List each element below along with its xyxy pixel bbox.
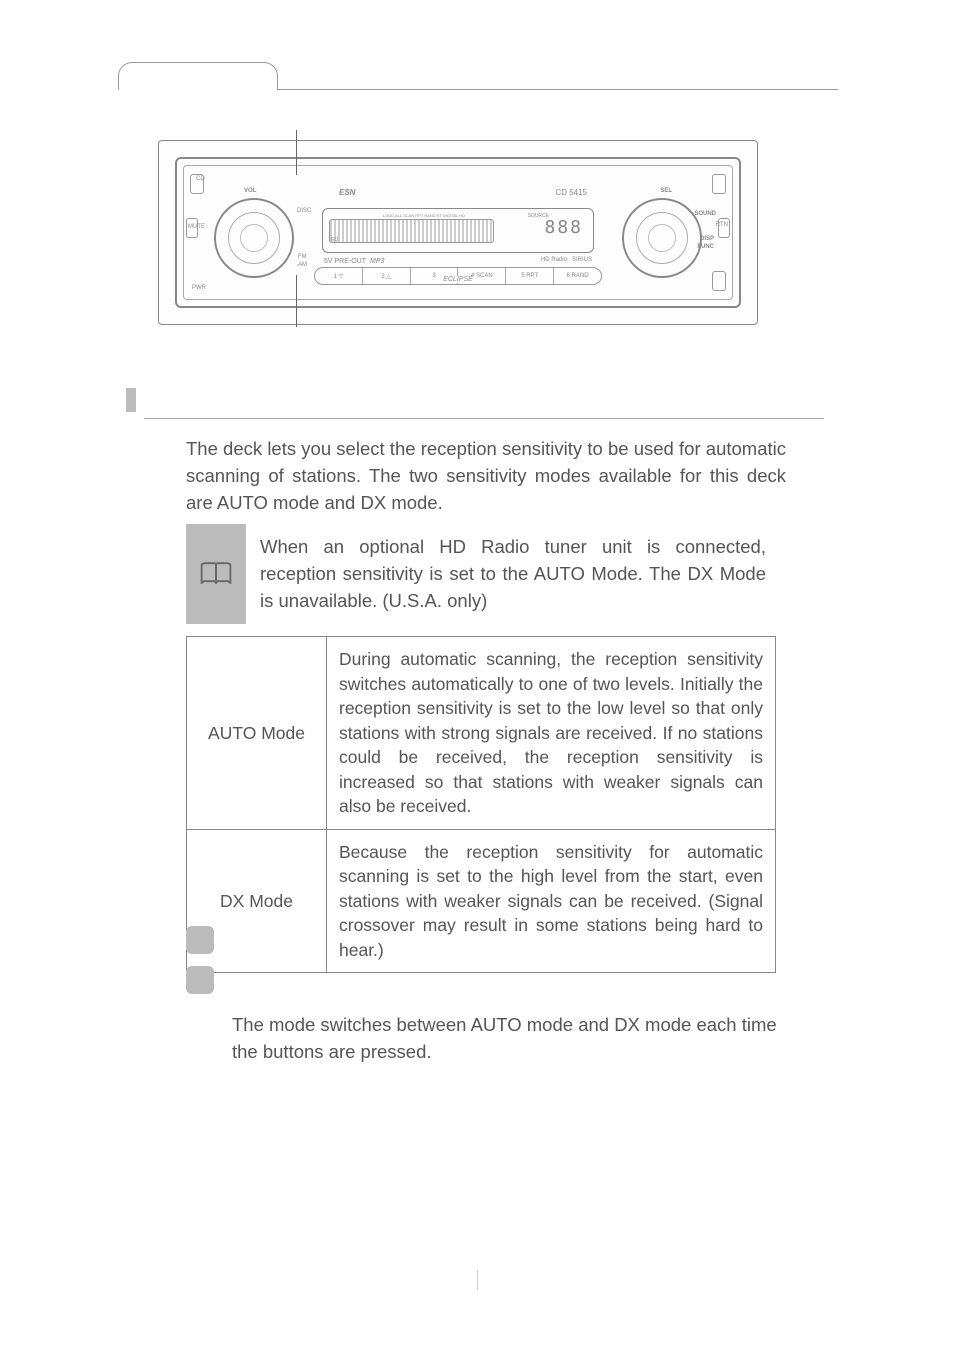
display-indicators: LOUD ALL SCAN RPT RAND ST DIGITAL HD: [383, 213, 465, 218]
page-header: [118, 62, 838, 90]
vol-label: VOL: [244, 188, 256, 194]
mode-desc-dx: Because the reception sensitivity for au…: [327, 829, 776, 973]
sound-label: SOUND: [694, 211, 716, 217]
pwr-label: PWR: [192, 285, 206, 291]
hd-label: HD Radio: [541, 257, 567, 263]
sirius-label: SIRIUS: [572, 257, 592, 263]
preset-2: 2 △: [363, 268, 411, 284]
faceplate-outer: VOL SEL SOUND DISP FUNC CD MUTE PWR DISC…: [175, 157, 741, 308]
esn-label: ESN: [339, 188, 355, 197]
header-rule: [278, 89, 838, 90]
book-icon: [198, 560, 234, 588]
step-1-marker: [186, 926, 214, 954]
step-result-text: The mode switches between AUTO mode and …: [232, 1012, 792, 1066]
disc-label: DISC: [297, 208, 311, 214]
section-heading-bar: [126, 388, 136, 412]
mode-name-auto: AUTO Mode: [187, 637, 327, 830]
table-row: AUTO Mode During automatic scanning, the…: [187, 637, 776, 830]
select-knob: [622, 198, 702, 278]
display-segments: [329, 219, 494, 243]
mode-desc-auto: During automatic scanning, the reception…: [327, 637, 776, 830]
am-label: AM: [298, 262, 307, 268]
disp-label: DISP: [700, 236, 714, 242]
mute-btn: [186, 218, 198, 238]
eq-label: EQ: [331, 237, 338, 243]
intro-paragraph: The deck lets you select the reception s…: [186, 436, 786, 516]
down-btn: [712, 271, 726, 291]
sel-label: SEL: [660, 188, 672, 194]
display-digits: 888: [544, 217, 583, 238]
mode-table: AUTO Mode During automatic scanning, the…: [186, 636, 776, 973]
preset-5: 5 RPT: [506, 268, 554, 284]
note-icon-column: [186, 524, 246, 624]
rtn-btn: [718, 218, 730, 238]
volume-knob: [214, 198, 294, 278]
table-row: DX Mode Because the reception sensitivit…: [187, 829, 776, 973]
callout-line-bottom: [296, 275, 297, 327]
device-illustration: VOL SEL SOUND DISP FUNC CD MUTE PWR DISC…: [158, 140, 758, 325]
step-2-marker: [186, 966, 214, 994]
up-btn: [712, 174, 726, 194]
footer-divider: [477, 1270, 478, 1290]
model-label: CD 5415: [555, 188, 587, 197]
eject-btn: [190, 174, 204, 194]
preout-label: 5V PRE-OUT: [324, 258, 366, 265]
note-box: When an optional HD Radio tuner unit is …: [186, 524, 766, 624]
faceplate-inner: VOL SEL SOUND DISP FUNC CD MUTE PWR DISC…: [183, 165, 733, 300]
preset-1: 1 ▽: [315, 268, 363, 284]
eclipse-brand: ECLIPSE: [439, 276, 477, 283]
header-tab: [118, 62, 278, 90]
fm-label: FM: [298, 254, 307, 260]
note-text: When an optional HD Radio tuner unit is …: [246, 524, 766, 624]
func-label: FUNC: [697, 244, 714, 250]
preset-6: 6 RAND: [554, 268, 601, 284]
callout-line-top: [296, 130, 297, 175]
source-label: SOURCE: [528, 213, 549, 219]
mp3-label: MP3: [370, 258, 384, 265]
display-window: LOUD ALL SCAN RPT RAND ST DIGITAL HD 888…: [322, 208, 594, 253]
hd-radio-label: HD Radio SIRIUS: [541, 257, 592, 263]
section-heading-rule: [144, 418, 824, 419]
